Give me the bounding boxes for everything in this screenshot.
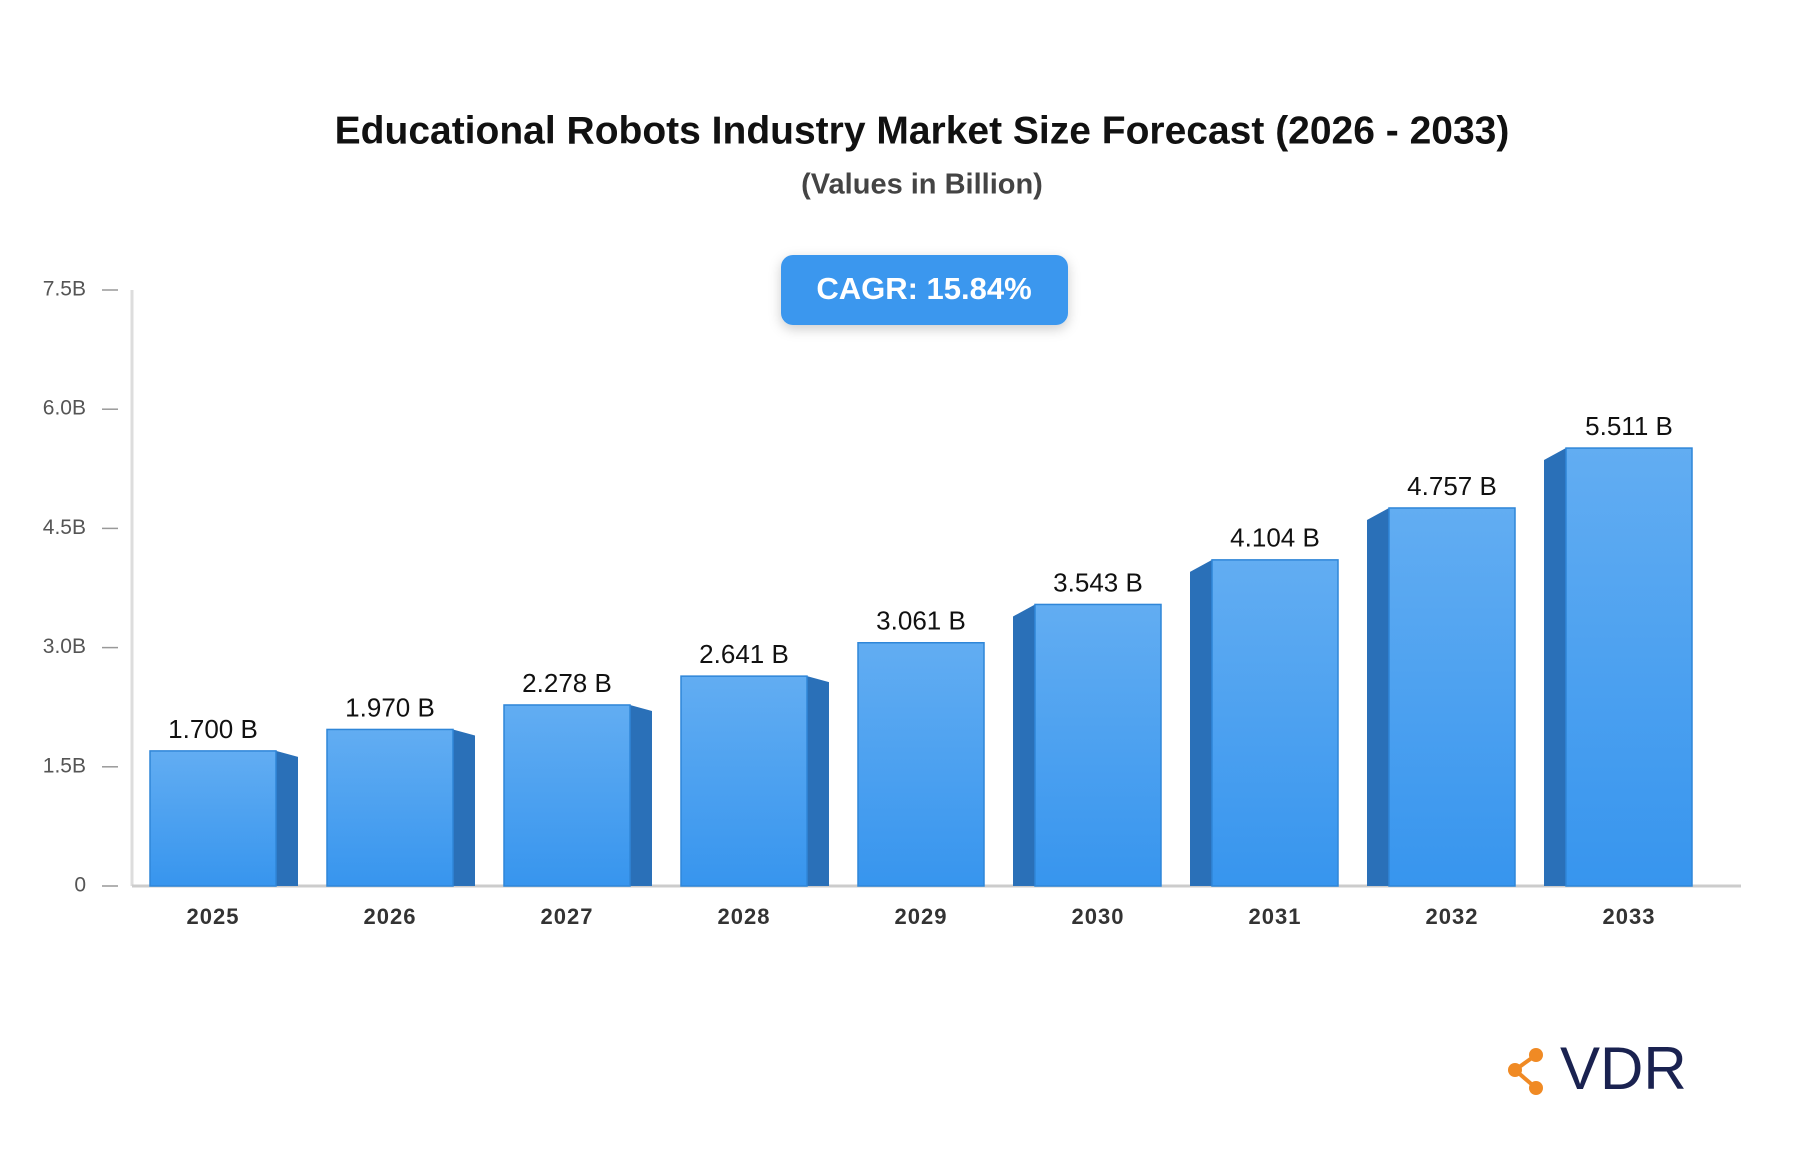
x-tick-label: 2030: [1072, 904, 1125, 929]
value-label: 2.278 B: [522, 668, 612, 698]
value-label: 2.641 B: [699, 639, 789, 669]
bar-side: [630, 704, 652, 886]
y-tick-label: 3.0B: [43, 635, 86, 658]
x-tick-label: 2025: [187, 904, 240, 929]
x-tick-label: 2033: [1603, 904, 1656, 929]
logo-icon: [1529, 1081, 1543, 1095]
value-label: 1.700 B: [168, 714, 258, 744]
y-tick-label: 6.0B: [43, 397, 86, 420]
value-label: 3.543 B: [1053, 567, 1143, 597]
x-tick-label: 2032: [1426, 904, 1479, 929]
x-tick-label: 2029: [895, 904, 948, 929]
bar: [326, 728, 454, 887]
logo-icon: [1529, 1048, 1543, 1062]
value-label: 5.511 B: [1585, 411, 1673, 441]
bar-side: [276, 750, 298, 886]
value-label: 1.970 B: [345, 692, 435, 722]
bar: [149, 750, 277, 887]
value-label: 4.757 B: [1407, 471, 1497, 501]
bar: [1034, 603, 1162, 887]
chart-subtitle: (Values in Billion): [801, 169, 1043, 201]
cagr-badge: [781, 255, 1068, 325]
bar-side: [453, 729, 475, 886]
y-tick-label: 7.5B: [43, 278, 86, 301]
bar: [680, 675, 808, 887]
x-tick-label: 2026: [364, 904, 417, 929]
y-tick-label: 1.5B: [43, 754, 86, 777]
x-tick-label: 2031: [1249, 904, 1302, 929]
bar-side: [807, 676, 829, 886]
bar: [503, 704, 631, 887]
logo-text: VDR: [1560, 1035, 1687, 1102]
value-label: 3.061 B: [876, 606, 966, 636]
bar-side: [1190, 559, 1212, 886]
value-label: 4.104 B: [1230, 523, 1320, 553]
chart-title: Educational Robots Industry Market Size …: [335, 109, 1510, 152]
logo: VDR: [1508, 1035, 1687, 1102]
logo-icon: [1508, 1063, 1522, 1077]
bar-side: [1544, 448, 1566, 886]
bar: [1565, 447, 1693, 887]
bar-side: [1013, 604, 1035, 886]
bar: [1211, 559, 1339, 887]
bar-side: [1367, 507, 1389, 886]
bar: [1388, 507, 1516, 887]
y-tick-label: 0: [74, 874, 86, 897]
x-tick-label: 2028: [718, 904, 771, 929]
y-tick-label: 4.5B: [43, 516, 86, 539]
cagr-text: CAGR: 15.84%: [816, 271, 1031, 306]
x-tick-label: 2027: [541, 904, 594, 929]
bar: [857, 642, 985, 887]
